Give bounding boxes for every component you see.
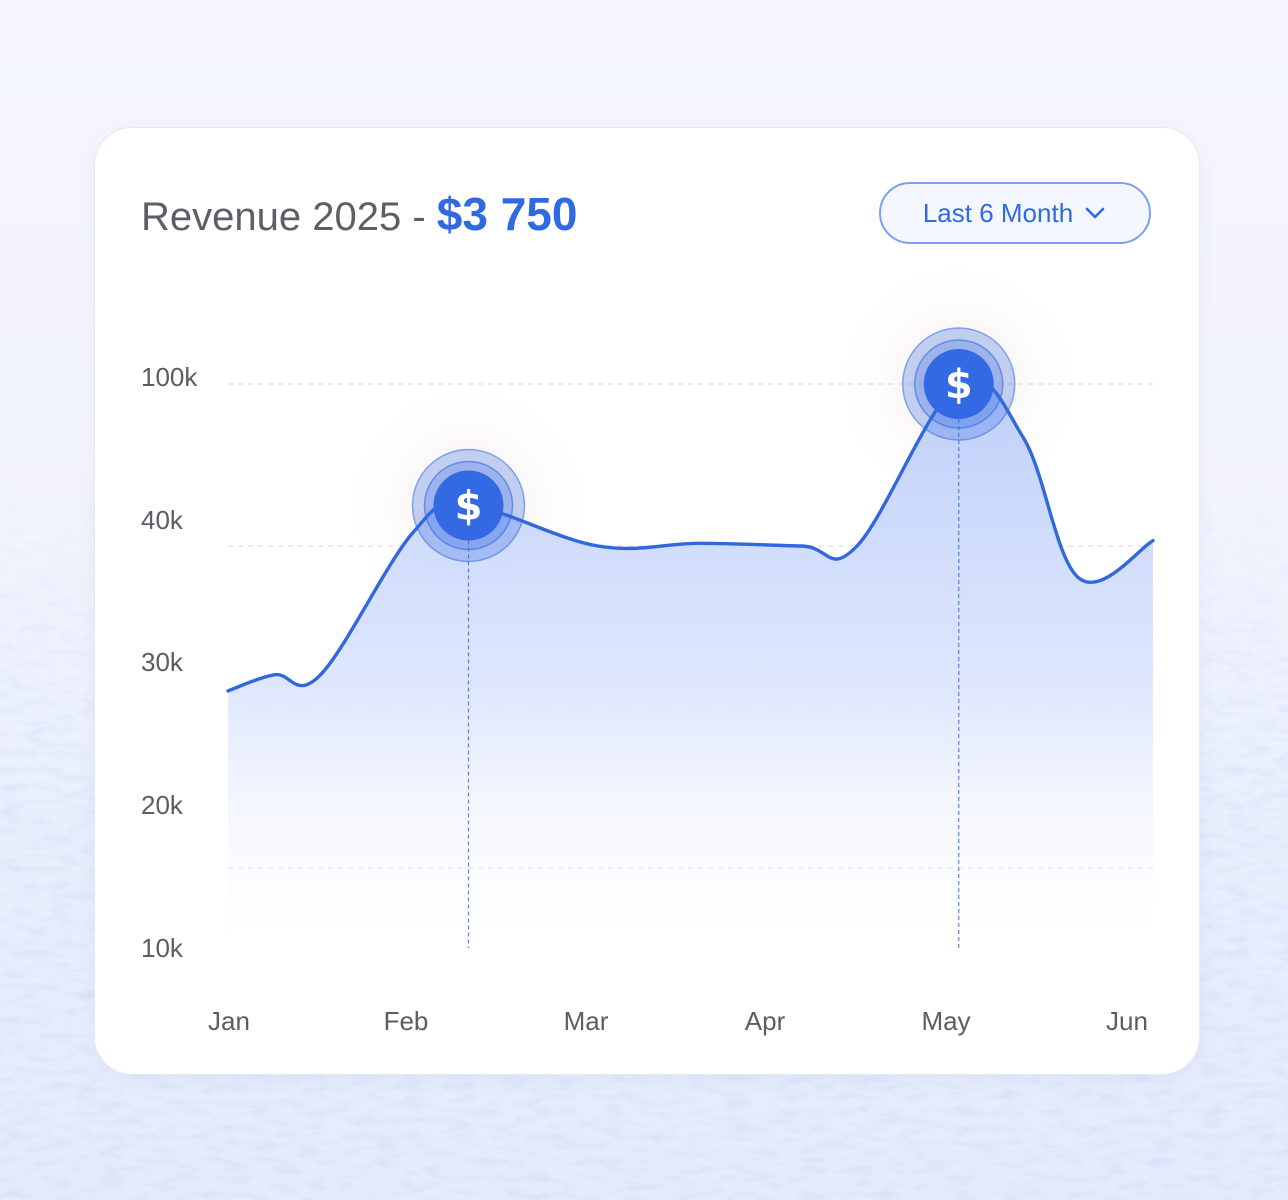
x-tick-label: Jun (1106, 1006, 1148, 1036)
svg-text:$: $ (455, 484, 483, 530)
y-tick-label: 10k (141, 933, 184, 963)
revenue-line (226, 377, 1155, 693)
x-axis: Jan Feb Mar Apr May Jun (208, 1006, 1148, 1036)
y-tick-label: 100k (141, 362, 198, 392)
y-tick-label: 30k (141, 647, 184, 677)
x-tick-label: Jan (208, 1006, 250, 1036)
y-tick-label: 20k (141, 790, 184, 820)
range-dropdown-label: Last 6 Month (922, 197, 1074, 228)
x-tick-label: May (921, 1006, 970, 1036)
y-axis: 100k 40k 30k 20k 10k (141, 362, 198, 963)
dollar-icon[interactable]: $ (411, 448, 526, 563)
svg-text:$: $ (945, 362, 973, 408)
revenue-card: Revenue 2025 - $3 750 Last 6 Month 100k 4… (94, 127, 1200, 1075)
plot-area: $$ (226, 254, 1155, 949)
title-label: Revenue 2025 - (141, 195, 426, 239)
y-tick-label: 40k (141, 505, 184, 535)
x-tick-label: Feb (384, 1006, 429, 1036)
total-amount: $3 750 (436, 188, 578, 240)
x-tick-label: Apr (745, 1006, 786, 1036)
card-title: Revenue 2025 - $3 750 (141, 186, 577, 245)
range-dropdown[interactable]: Last 6 Month (879, 182, 1151, 244)
x-tick-label: Mar (564, 1006, 609, 1036)
chevron-down-icon (1083, 201, 1107, 225)
dollar-icon[interactable]: $ (902, 327, 1016, 441)
